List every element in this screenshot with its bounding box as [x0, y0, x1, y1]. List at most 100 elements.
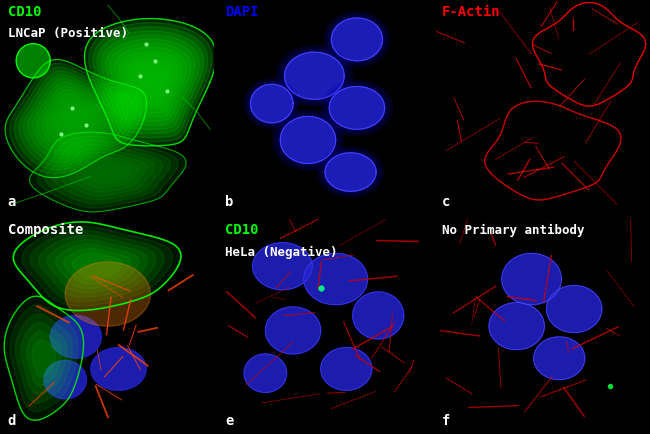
- Polygon shape: [317, 147, 384, 197]
- Polygon shape: [46, 94, 106, 144]
- Polygon shape: [330, 86, 385, 129]
- Polygon shape: [64, 249, 131, 284]
- Polygon shape: [247, 82, 296, 126]
- Polygon shape: [328, 15, 386, 64]
- Polygon shape: [4, 296, 84, 420]
- Polygon shape: [280, 116, 335, 164]
- Text: No Primary antibody: No Primary antibody: [442, 224, 584, 237]
- Polygon shape: [489, 302, 544, 350]
- Polygon shape: [326, 13, 388, 66]
- Polygon shape: [278, 47, 351, 105]
- Polygon shape: [330, 16, 384, 62]
- Polygon shape: [282, 50, 346, 101]
- Polygon shape: [16, 313, 73, 403]
- Polygon shape: [14, 222, 181, 311]
- Polygon shape: [250, 84, 293, 123]
- Text: DAPI: DAPI: [225, 5, 259, 19]
- Polygon shape: [28, 79, 124, 159]
- Polygon shape: [55, 244, 139, 288]
- Polygon shape: [246, 80, 298, 127]
- Polygon shape: [14, 67, 138, 170]
- Polygon shape: [127, 59, 174, 105]
- Text: b: b: [225, 195, 233, 209]
- Polygon shape: [249, 83, 294, 124]
- Polygon shape: [321, 150, 380, 194]
- Polygon shape: [29, 132, 186, 212]
- Polygon shape: [321, 80, 393, 136]
- Polygon shape: [110, 43, 191, 121]
- Polygon shape: [123, 56, 178, 109]
- Polygon shape: [47, 240, 148, 293]
- Polygon shape: [69, 152, 147, 192]
- Polygon shape: [325, 153, 376, 191]
- Polygon shape: [534, 337, 585, 380]
- Polygon shape: [93, 27, 208, 138]
- Text: c: c: [442, 195, 450, 209]
- Polygon shape: [327, 85, 387, 131]
- Polygon shape: [250, 84, 293, 123]
- Polygon shape: [244, 79, 300, 128]
- Polygon shape: [319, 148, 382, 196]
- Polygon shape: [278, 115, 338, 165]
- Polygon shape: [21, 322, 67, 394]
- Polygon shape: [304, 253, 368, 305]
- Polygon shape: [325, 153, 376, 191]
- Text: Composite: Composite: [8, 223, 83, 237]
- Polygon shape: [16, 44, 50, 78]
- Polygon shape: [53, 144, 162, 200]
- Text: HeLa (Negative): HeLa (Negative): [225, 246, 337, 259]
- Polygon shape: [23, 75, 129, 162]
- Polygon shape: [32, 340, 56, 377]
- Polygon shape: [10, 63, 142, 174]
- Polygon shape: [38, 235, 156, 297]
- Text: F-Actin: F-Actin: [442, 5, 501, 19]
- Polygon shape: [280, 116, 335, 164]
- Polygon shape: [332, 18, 382, 61]
- Polygon shape: [30, 231, 164, 302]
- Polygon shape: [45, 140, 170, 204]
- Polygon shape: [27, 331, 61, 385]
- Polygon shape: [330, 86, 385, 129]
- Text: LNCaP (Positive): LNCaP (Positive): [8, 27, 127, 40]
- Polygon shape: [332, 18, 382, 61]
- Polygon shape: [61, 148, 155, 196]
- Polygon shape: [118, 51, 183, 113]
- Polygon shape: [265, 307, 320, 354]
- Polygon shape: [50, 316, 101, 358]
- Polygon shape: [502, 253, 562, 305]
- Polygon shape: [272, 109, 344, 171]
- Polygon shape: [37, 136, 178, 208]
- Polygon shape: [323, 151, 378, 193]
- Polygon shape: [276, 45, 353, 106]
- Polygon shape: [353, 292, 404, 339]
- Text: a: a: [8, 195, 16, 209]
- Polygon shape: [42, 90, 110, 147]
- Polygon shape: [72, 253, 122, 279]
- Text: e: e: [225, 414, 233, 427]
- Polygon shape: [324, 12, 390, 67]
- Polygon shape: [325, 83, 389, 132]
- Polygon shape: [65, 262, 150, 326]
- Polygon shape: [5, 59, 147, 178]
- Polygon shape: [253, 243, 312, 290]
- Polygon shape: [84, 19, 216, 146]
- Text: CD10: CD10: [8, 5, 41, 19]
- Polygon shape: [323, 82, 391, 134]
- Text: d: d: [8, 414, 16, 427]
- Polygon shape: [274, 111, 342, 169]
- Polygon shape: [21, 226, 172, 306]
- Text: CD10: CD10: [225, 223, 259, 237]
- Polygon shape: [10, 305, 78, 411]
- Polygon shape: [320, 348, 372, 390]
- Polygon shape: [91, 348, 146, 390]
- Polygon shape: [547, 286, 602, 332]
- Polygon shape: [114, 47, 187, 117]
- Polygon shape: [44, 360, 86, 399]
- Polygon shape: [32, 82, 120, 155]
- Polygon shape: [88, 23, 212, 142]
- Polygon shape: [37, 86, 115, 151]
- Polygon shape: [276, 113, 340, 167]
- Polygon shape: [98, 31, 203, 134]
- Polygon shape: [244, 354, 287, 392]
- Polygon shape: [280, 49, 348, 103]
